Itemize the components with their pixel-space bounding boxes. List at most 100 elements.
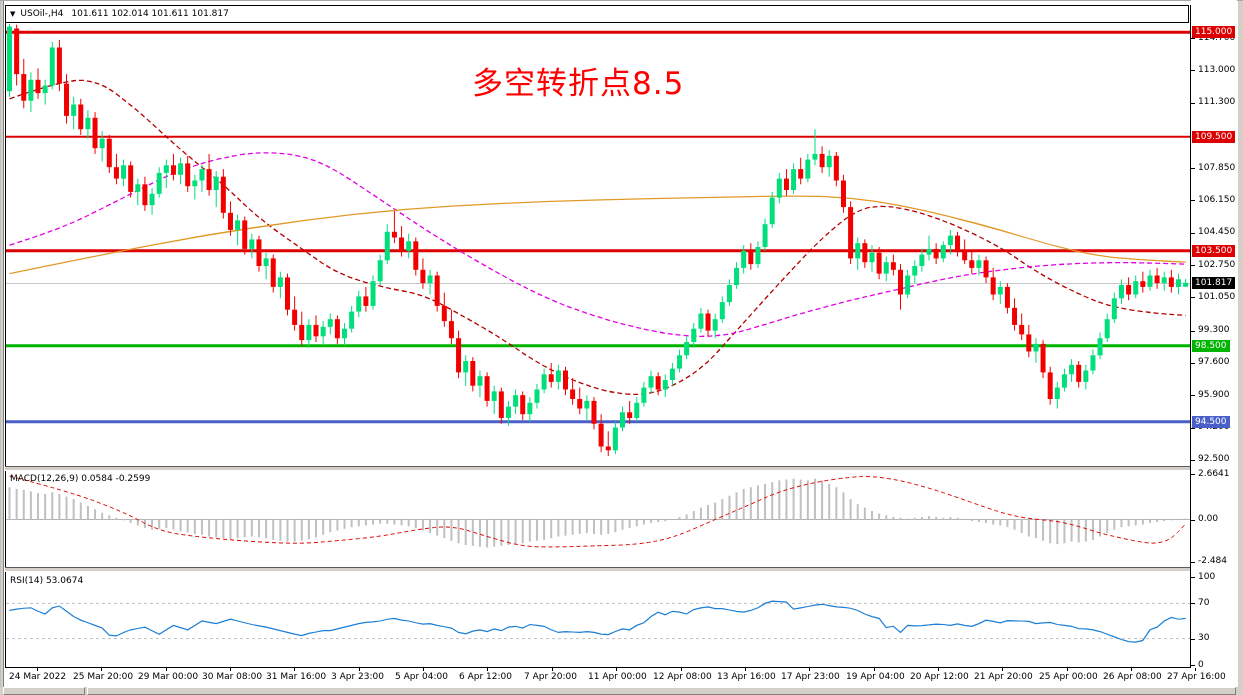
time-axis-label: 27 Apr 16:00 (1167, 672, 1226, 682)
time-axis-label: 21 Apr 20:00 (974, 672, 1033, 682)
price-axis-label: 114.700 (1198, 33, 1236, 43)
time-axis-label: 30 Mar 08:00 (202, 672, 263, 682)
symbol-dropdown-icon[interactable]: ▼ (10, 9, 16, 18)
time-axis-tick (938, 668, 939, 671)
price-axis-label: 111.300 (1198, 97, 1236, 107)
price-axis-tick (1191, 103, 1195, 104)
price-axis-line (1190, 5, 1191, 668)
rsi-axis-label: 70 (1198, 598, 1210, 608)
time-axis-label: 13 Apr 16:00 (717, 672, 776, 682)
time-axis-tick (359, 668, 360, 671)
time-axis-label: 11 Apr 00:00 (588, 672, 647, 682)
price-level-label: 103.500 (1192, 245, 1236, 257)
macd-axis-label: 2.6641 (1198, 469, 1230, 479)
price-axis-tick (1191, 233, 1195, 234)
price-axis-tick (1191, 639, 1195, 640)
time-axis-label: 3 Apr 23:00 (331, 672, 384, 682)
price-axis-tick (1191, 331, 1195, 332)
scrollbar-thumb[interactable] (87, 687, 1236, 695)
price-axis-label: 104.450 (1198, 227, 1236, 237)
time-axis-line (5, 667, 1191, 668)
macd-axis-label: -2.484 (1198, 556, 1228, 566)
time-axis-tick (230, 668, 231, 671)
price-level-label: 115.000 (1192, 26, 1236, 38)
price-axis[interactable]: 114.700 113.000 111.300 107.850 106.150 104.4… (1191, 0, 1237, 687)
time-axis-tick (681, 668, 682, 671)
time-axis-tick (809, 668, 810, 671)
price-axis-tick (1191, 603, 1195, 604)
scrollbar-left-segment[interactable] (3, 687, 85, 695)
time-axis-tick (423, 668, 424, 671)
rsi-indicator-pane[interactable] (6, 572, 1190, 667)
time-axis-tick (101, 668, 102, 671)
time-axis-tick (294, 668, 295, 671)
time-axis-label: 31 Mar 16:00 (266, 672, 327, 682)
price-axis-tick (1191, 665, 1195, 666)
macd-indicator-pane[interactable] (6, 471, 1190, 567)
chart-annotation-text: 多空转折点8.5 (472, 66, 685, 102)
price-axis-label: 97.600 (1198, 357, 1230, 367)
price-axis-tick (1191, 38, 1195, 39)
chart-title-bar: ▼ USOil-,H4 101.611 102.014 101.611 101.… (5, 5, 1189, 23)
price-axis-label: 106.150 (1198, 195, 1236, 205)
time-axis-tick (1195, 668, 1196, 671)
price-axis-label: 107.850 (1198, 163, 1236, 173)
time-axis-label: 12 Apr 08:00 (653, 672, 712, 682)
time-axis-label: 25 Mar 20:00 (73, 672, 134, 682)
price-axis-tick (1191, 200, 1195, 201)
price-axis-tick (1191, 474, 1195, 475)
macd-axis-label: 0.00 (1198, 514, 1219, 524)
time-axis-tick (487, 668, 488, 671)
time-axis-label: 24 Mar 2022 (9, 672, 67, 682)
price-axis-tick (1191, 168, 1195, 169)
time-axis-tick (874, 668, 875, 671)
price-level-label: 101.817 (1192, 277, 1236, 289)
time-axis-tick (37, 668, 38, 671)
price-axis-label: 99.300 (1198, 325, 1230, 335)
price-axis-tick (1191, 577, 1195, 578)
price-axis-tick (1191, 520, 1195, 521)
time-axis-label: 17 Apr 23:00 (781, 672, 840, 682)
price-axis-tick (1191, 363, 1195, 364)
rsi-axis-label: 0 (1198, 660, 1204, 670)
rsi-axis-label: 30 (1198, 633, 1210, 643)
main-price-chart[interactable] (6, 24, 1190, 466)
time-axis-tick (616, 668, 617, 671)
price-axis-label: 95.900 (1198, 390, 1230, 400)
window-border-left (0, 0, 4, 695)
window-border-right (1237, 0, 1243, 695)
price-level-label: 94.500 (1192, 416, 1230, 428)
chart-ohlc-values: 101.611 102.014 101.611 101.817 (71, 9, 229, 19)
price-axis-label: 113.000 (1198, 65, 1236, 75)
time-axis-tick (1002, 668, 1003, 671)
time-axis-label: 5 Apr 04:00 (395, 672, 448, 682)
price-axis-tick (1191, 297, 1195, 298)
price-level-label: 98.500 (1192, 340, 1230, 352)
time-axis-tick (1067, 668, 1068, 671)
plot-border-left (5, 5, 6, 668)
price-axis-tick (1191, 265, 1195, 266)
window-border-top (0, 0, 1243, 1)
time-axis-label: 7 Apr 20:00 (524, 672, 577, 682)
rsi-label: RSI(14) 53.0674 (10, 576, 84, 586)
time-axis-label: 29 Mar 00:00 (138, 672, 199, 682)
time-axis-label: 26 Apr 08:00 (1103, 672, 1162, 682)
horizontal-scrollbar (0, 687, 1243, 695)
time-axis-label: 25 Apr 00:00 (1039, 672, 1098, 682)
time-axis-label: 6 Apr 12:00 (459, 672, 512, 682)
time-axis[interactable]: 24 Mar 2022 25 Mar 20:00 29 Mar 00:00 30 Ma… (5, 668, 1237, 687)
time-axis-tick (552, 668, 553, 671)
price-axis-tick (1191, 70, 1195, 71)
price-axis-tick (1191, 395, 1195, 396)
rsi-axis-label: 100 (1198, 572, 1216, 582)
time-axis-tick (166, 668, 167, 671)
time-axis-tick (1131, 668, 1132, 671)
pane-separator[interactable] (5, 567, 1190, 572)
time-axis-label: 19 Apr 04:00 (846, 672, 905, 682)
price-axis-label: 92.500 (1198, 454, 1230, 464)
price-axis-tick (1191, 460, 1195, 461)
price-axis-label: 102.750 (1198, 260, 1236, 270)
pane-separator[interactable] (5, 466, 1190, 471)
price-axis-label: 101.050 (1198, 292, 1236, 302)
